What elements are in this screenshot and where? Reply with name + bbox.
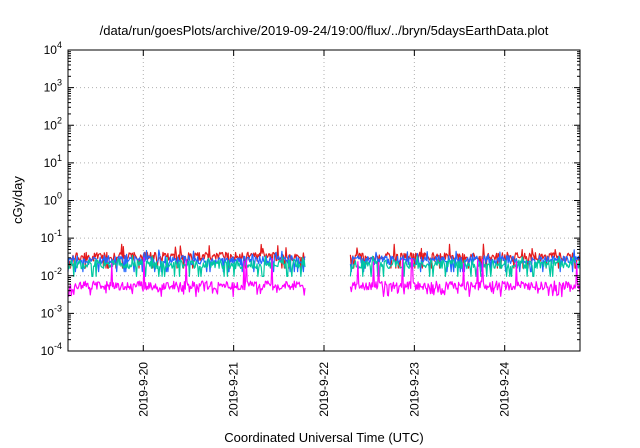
x-axis: 2019-9-20 2019-9-21 2019-9-22 2019-9-23 2019… — [136, 50, 512, 417]
x-tick-label: 2019-9-24 — [498, 362, 512, 417]
x-tick-label: 2019-9-20 — [136, 362, 150, 417]
x-tick-label: 2019-9-23 — [407, 362, 421, 417]
y-axis-title: cGy/day — [10, 176, 25, 224]
y-axis: 10-4 10-3 10-2 10-1 100 101 102 103 104 — [41, 40, 580, 358]
y-tick-label: 10-2 — [41, 266, 62, 283]
y-tick-label: 104 — [44, 40, 62, 57]
y-tick-label: 102 — [44, 115, 62, 132]
x-tick-label: 2019-9-22 — [317, 362, 331, 417]
series-line — [67, 257, 581, 298]
y-tick-label: 10-3 — [41, 303, 62, 320]
grid — [68, 50, 580, 351]
y-tick-label: 103 — [44, 78, 62, 95]
y-tick-label: 101 — [44, 153, 62, 170]
series-group — [67, 243, 581, 298]
y-tick-label: 100 — [44, 191, 62, 208]
y-tick-label: 10-4 — [41, 341, 62, 358]
x-tick-label: 2019-9-21 — [227, 362, 241, 417]
x-axis-title: Coordinated Universal Time (UTC) — [224, 430, 423, 445]
y-tick-label: 10-1 — [41, 228, 62, 245]
chart-title: /data/run/goesPlots/archive/2019-09-24/1… — [100, 23, 549, 38]
